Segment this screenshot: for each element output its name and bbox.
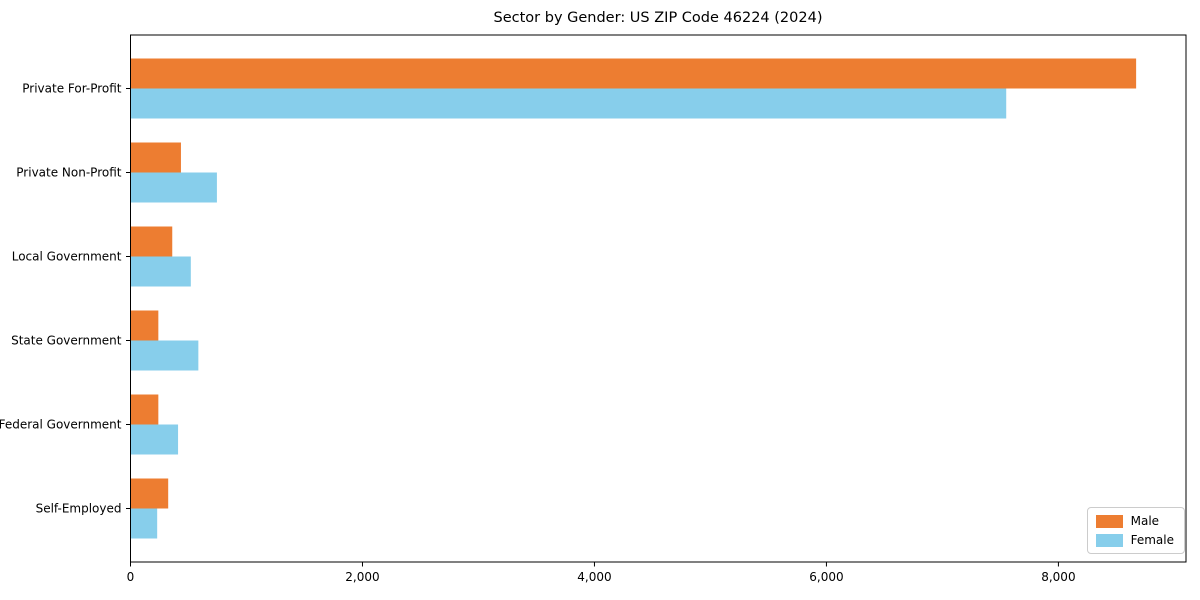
bar-male-private-non-profit — [130, 142, 181, 173]
bar-female-local-government — [130, 256, 191, 287]
bar-male-federal-government — [130, 394, 159, 425]
bar-female-state-government — [130, 340, 199, 371]
bar-male-self-employed — [130, 478, 169, 509]
y-axis-label: Private For-Profit — [22, 82, 122, 96]
x-tick-label: 4,000 — [577, 570, 611, 584]
y-axis-label: Federal Government — [0, 418, 122, 432]
x-tick-label: 6,000 — [809, 570, 843, 584]
legend-entry-female: Female — [1095, 533, 1174, 547]
bar-female-self-employed — [130, 508, 158, 539]
bar-male-state-government — [130, 310, 159, 341]
y-axis-label: Private Non-Profit — [16, 166, 122, 180]
x-tick-label: 2,000 — [345, 570, 379, 584]
y-axis-label: Local Government — [12, 250, 122, 264]
legend: Male Female — [1086, 507, 1185, 554]
bar-female-private-non-profit — [130, 172, 217, 203]
legend-swatch-female-icon — [1095, 533, 1123, 547]
y-axis-label: State Government — [11, 334, 122, 348]
bar-female-private-for-profit — [130, 88, 1007, 119]
legend-entry-male: Male — [1095, 514, 1174, 528]
y-axis-label: Self-Employed — [36, 502, 122, 516]
bar-female-federal-government — [130, 424, 179, 455]
plot-border — [130, 34, 1187, 563]
legend-label-female: Female — [1130, 533, 1174, 547]
chart-title: Sector by Gender: US ZIP Code 46224 (202… — [493, 10, 823, 26]
x-tick-label: 0 — [127, 570, 135, 584]
x-tick-label: 8,000 — [1041, 570, 1075, 584]
legend-swatch-male-icon — [1095, 514, 1123, 528]
bar-male-private-for-profit — [130, 58, 1137, 89]
bar-male-local-government — [130, 226, 173, 257]
legend-label-male: Male — [1130, 514, 1160, 528]
